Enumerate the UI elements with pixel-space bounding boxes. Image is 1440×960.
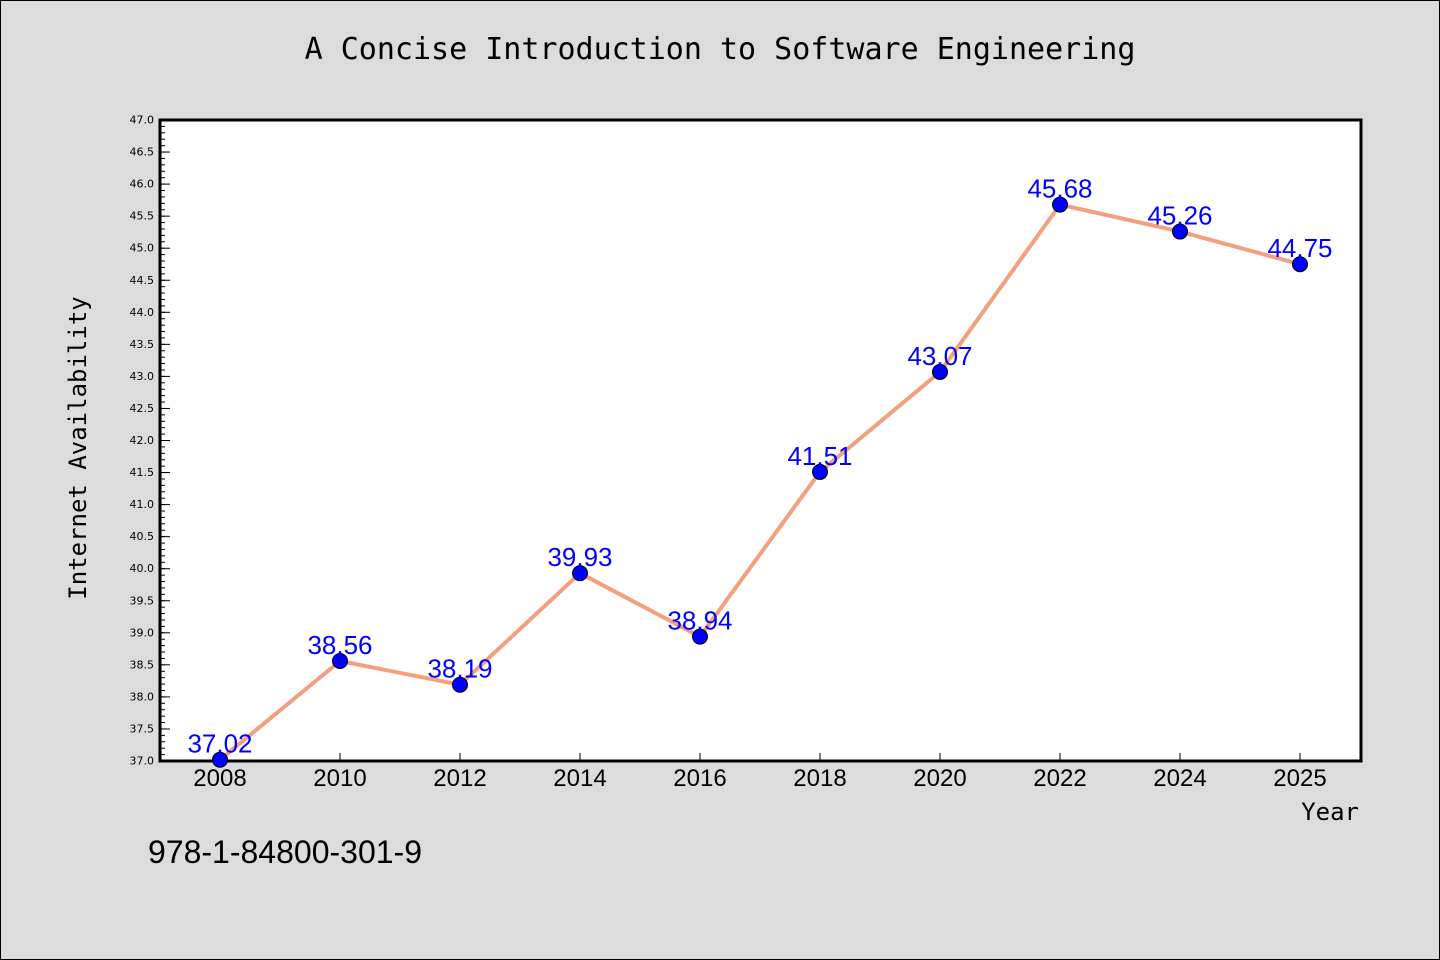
series-line [218,202,1301,762]
y-tick-label: 46.0 [130,178,155,191]
marker-group [212,196,1308,768]
data-point [692,628,708,645]
y-tick-label: 37.5 [130,722,155,735]
y-axis: 37.0 37.5 38.0 38.5 39.0 39.5 40.0 40.5 41.0 41.5… [130,114,170,768]
y-tick-label: 37.0 [130,755,155,768]
data-point [212,751,228,768]
y-tick-label: 39.5 [130,594,155,607]
data-label: 45.68 [1027,174,1092,204]
y-axis-label: Internet Availability [64,296,92,599]
x-tick-label: 2014 [553,765,606,792]
y-tick-label: 42.0 [130,434,155,447]
y-tick-label: 45.5 [130,210,155,223]
x-tick-label: 2022 [1033,765,1086,792]
data-label: 43.07 [907,341,972,371]
y-tick-label: 45.0 [130,242,155,255]
data-label: 38.19 [427,654,492,684]
y-tick-label: 41.0 [130,498,155,511]
x-tick-label: 2010 [313,765,366,792]
data-label: 41.51 [787,441,852,471]
data-label-group: 37.02 38.56 38.19 39.93 38.94 41.51 43.07 45.68… [187,174,1332,759]
data-point [812,463,828,480]
x-tick-label: 2012 [433,765,486,792]
y-tick-label: 41.5 [130,466,155,479]
data-point [452,676,468,693]
isbn-text: 978-1-84800-301-9 [148,834,422,870]
y-tick-label: 38.0 [130,690,155,703]
data-point [932,363,948,380]
series-line-group [218,202,1301,762]
data-label: 44.75 [1267,233,1332,263]
x-axis-label: Year [1301,798,1359,826]
y-tick-label: 43.5 [130,338,155,351]
data-point [572,565,588,582]
data-point [1172,223,1188,240]
x-tick-label: 2018 [793,765,846,792]
y-tick-label: 40.5 [130,530,155,543]
x-tick-label: 2025 [1273,765,1326,792]
x-tick-label: 2020 [913,765,966,792]
x-tick-label: 2024 [1153,765,1206,792]
chart-title: A Concise Introduction to Software Engin… [304,32,1136,67]
y-tick-label: 38.5 [130,658,155,671]
y-tick-label: 40.0 [130,562,155,575]
data-label: 38.56 [307,630,372,660]
data-label: 39.93 [547,542,612,572]
data-point [1292,256,1308,273]
y-tick-label: 39.0 [130,626,155,639]
y-tick-label: 44.0 [130,306,155,319]
data-point [1052,196,1068,213]
data-label: 38.94 [667,606,732,636]
y-tick-label: 43.0 [130,370,155,383]
x-tick-label: 2016 [673,765,726,792]
data-label: 37.02 [187,729,252,759]
data-label: 45.26 [1147,201,1212,231]
y-tick-label: 46.5 [130,146,155,159]
y-tick-label: 42.5 [130,402,155,415]
x-tick-label: 2008 [193,765,246,792]
y-tick-label: 44.5 [130,274,155,287]
data-point [332,653,348,670]
y-tick-label: 47.0 [130,114,155,127]
x-axis: 2008 2010 2012 2014 2016 2018 2020 2022 2024 2025 [193,753,1327,792]
